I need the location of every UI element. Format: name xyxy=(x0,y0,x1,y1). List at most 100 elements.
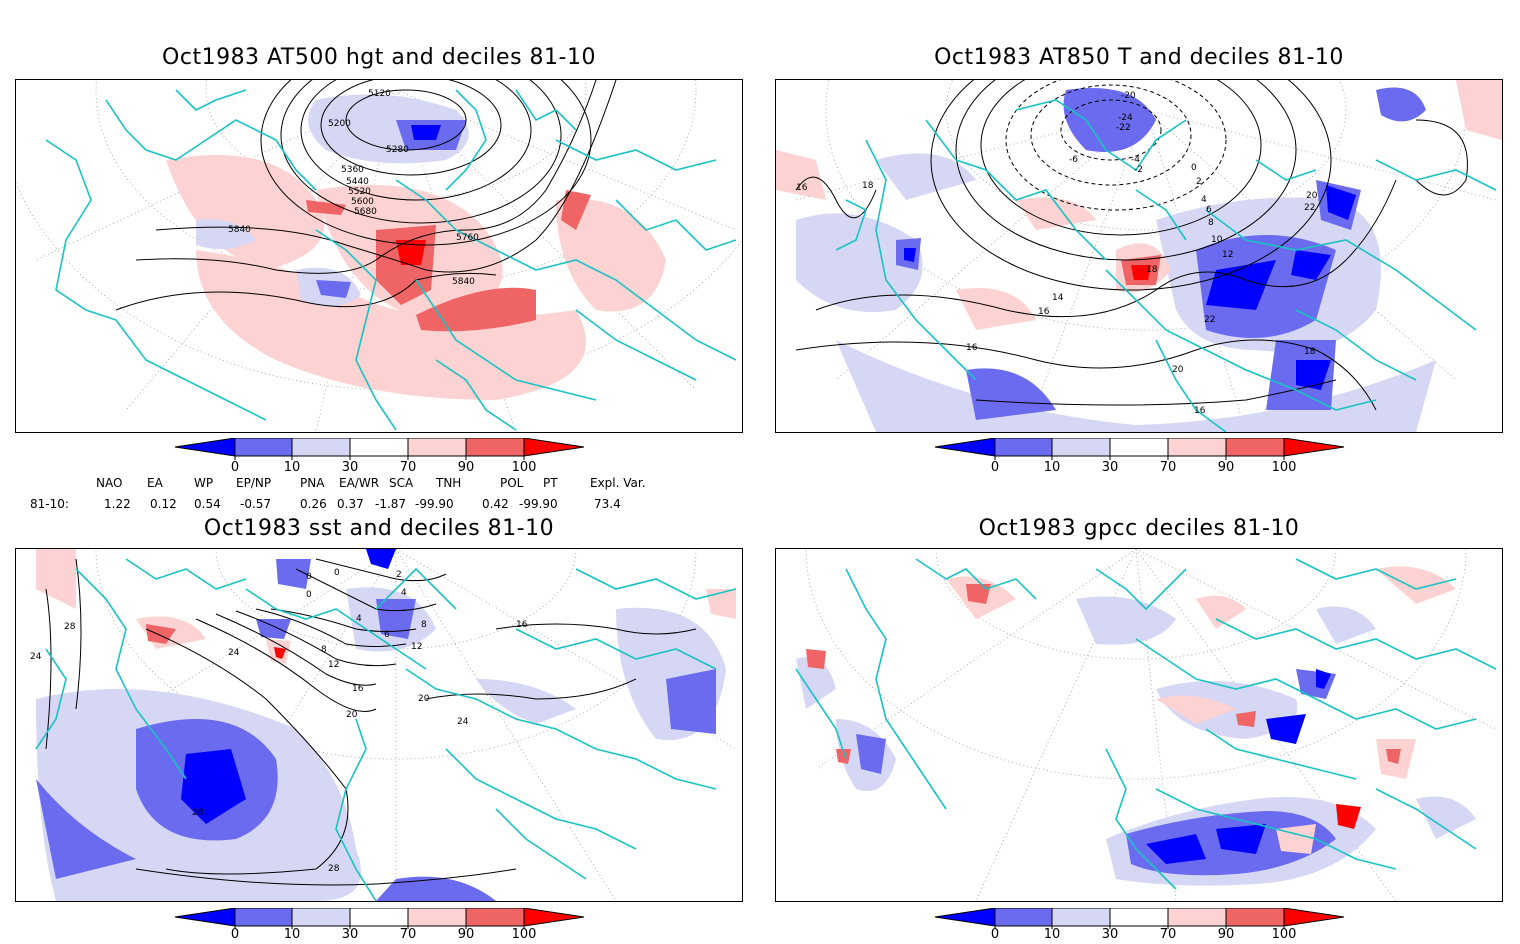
index-header: NAO xyxy=(96,476,123,490)
colorbar-tick-label: 0 xyxy=(231,460,239,475)
index-header: WP xyxy=(194,476,214,490)
panel1-map: 5120 5200 5280 5360 5440 5520 5600 5680 … xyxy=(15,79,743,433)
colorbar-swatch xyxy=(292,908,350,926)
colorbar-swatch xyxy=(1110,908,1168,926)
colorbar-tick-label: 0 xyxy=(991,927,999,940)
colorbar-swatch xyxy=(1168,908,1226,926)
contour-label: 0 xyxy=(1191,163,1197,173)
colorbar-tick-label: 10 xyxy=(1044,460,1061,475)
contour-label: 28 xyxy=(192,808,204,818)
contour-label: 4 xyxy=(356,614,362,624)
index-value: 0.54 xyxy=(194,497,221,511)
contour-label: 5840 xyxy=(452,277,475,287)
index-value: 0.26 xyxy=(300,497,327,511)
index-header: TNH xyxy=(436,476,462,490)
contour-label: 20 xyxy=(418,694,430,704)
index-value: -99.90 xyxy=(415,497,454,511)
colorbar-swatch xyxy=(1284,908,1344,926)
panel4-map xyxy=(775,548,1503,902)
contour-label: 5520 xyxy=(348,187,371,197)
contour-label: 20 xyxy=(346,710,358,720)
contour-label: 10 xyxy=(1211,235,1223,245)
index-value: -1.87 xyxy=(375,497,407,511)
colorbar-swatch xyxy=(1110,438,1168,456)
colorbar-tick-label: 30 xyxy=(342,460,359,475)
colorbar-swatch xyxy=(175,438,235,456)
contour-label: 18 xyxy=(1146,265,1158,275)
colorbar-tick-label: 70 xyxy=(400,927,417,940)
contour-label: -4 xyxy=(1131,155,1140,165)
panel4-precip-deciles xyxy=(796,566,1476,886)
index-header: SCA xyxy=(389,476,414,490)
colorbar-swatch xyxy=(524,908,584,926)
contour-label: 5680 xyxy=(354,207,377,217)
colorbar-swatch xyxy=(466,908,524,926)
panel2-map: -24 -22 -20 -6 -4 -2 0 2 4 6 8 10 12 14 … xyxy=(775,79,1503,433)
contour-label: 24 xyxy=(30,652,42,662)
contour-label: 2 xyxy=(396,570,402,580)
contour-label: 20 xyxy=(1306,191,1318,201)
colorbar-swatch xyxy=(175,908,235,926)
contour-label: 5280 xyxy=(386,145,409,155)
contour-label: 8 xyxy=(1208,218,1214,228)
panel2-coastlines xyxy=(835,99,1497,432)
index-table-row: 81-10: 1.22 0.12 0.54 -0.57 0.26 0.37 -1… xyxy=(0,497,700,513)
colorbar-swatch xyxy=(350,438,408,456)
colorbar-swatch xyxy=(995,908,1052,926)
panel3-map: 0 0 0 2 4 4 6 8 8 12 12 16 16 20 20 24 2… xyxy=(15,548,743,902)
colorbar-tick-label: 0 xyxy=(231,927,239,940)
panel4-title: Oct1983 gpcc deciles 81-10 xyxy=(978,516,1300,541)
contour-label: 16 xyxy=(966,343,978,353)
contour-label: 16 xyxy=(352,684,364,694)
contour-label: 22 xyxy=(1204,315,1215,325)
colorbar-swatch xyxy=(1226,908,1284,926)
colorbar-swatch xyxy=(1052,908,1110,926)
panel3-coastlines xyxy=(35,558,737,901)
contour-label: 28 xyxy=(64,622,76,632)
index-value: 1.22 xyxy=(104,497,131,511)
colorbar-swatch xyxy=(935,908,995,926)
panel2-title: Oct1983 AT850 T and deciles 81-10 xyxy=(934,45,1344,70)
colorbar-swatch xyxy=(1226,438,1284,456)
contour-label: 6 xyxy=(384,630,390,640)
index-header: POL xyxy=(500,476,524,490)
panel1-colorbar: 0 10 30 70 90 100 xyxy=(170,437,590,478)
index-header: EA/WR xyxy=(339,476,380,490)
index-value: -0.57 xyxy=(240,497,272,511)
colorbar-tick-label: 90 xyxy=(1218,927,1235,940)
colorbar-tick-label: 90 xyxy=(458,927,475,940)
contour-label: 0 xyxy=(306,572,312,582)
colorbar-swatch xyxy=(235,438,292,456)
colorbar-tick-label: 100 xyxy=(1272,460,1297,475)
contour-label: -6 xyxy=(1069,155,1078,165)
colorbar-swatch xyxy=(235,908,292,926)
colorbar-swatch xyxy=(524,438,584,456)
contour-label: 5600 xyxy=(351,197,374,207)
colorbar-tick-label: 30 xyxy=(342,927,359,940)
colorbar-tick-label: 10 xyxy=(284,927,301,940)
contour-label: 8 xyxy=(421,620,427,630)
contour-label: 18 xyxy=(1304,347,1316,357)
colorbar-swatch xyxy=(1284,438,1344,456)
panel4-colorbar: 0 10 30 70 90 100 xyxy=(930,907,1350,942)
contour-label: 22 xyxy=(1304,203,1315,213)
contour-label: 5840 xyxy=(228,225,251,235)
index-header: EP/NP xyxy=(236,476,272,490)
colorbar-swatch xyxy=(1052,438,1110,456)
colorbar-swatch xyxy=(1168,438,1226,456)
contour-label: 4 xyxy=(401,588,407,598)
panel3-title: Oct1983 sst and deciles 81-10 xyxy=(203,516,555,541)
contour-label: 24 xyxy=(457,717,469,727)
index-header: PT xyxy=(543,476,558,490)
panel2-colorbar: 0 10 30 70 90 100 xyxy=(930,437,1350,478)
index-header: Expl. Var. xyxy=(590,476,646,490)
contour-label: 6 xyxy=(1206,205,1212,215)
contour-label: 12 xyxy=(1222,250,1233,260)
index-header: EA xyxy=(147,476,163,490)
colorbar-tick-label: 0 xyxy=(991,460,999,475)
contour-label: 18 xyxy=(862,181,874,191)
contour-label: 16 xyxy=(1038,307,1050,317)
contour-label: 5200 xyxy=(328,119,351,129)
contour-label: 5360 xyxy=(341,165,364,175)
colorbar-tick-label: 30 xyxy=(1102,927,1119,940)
